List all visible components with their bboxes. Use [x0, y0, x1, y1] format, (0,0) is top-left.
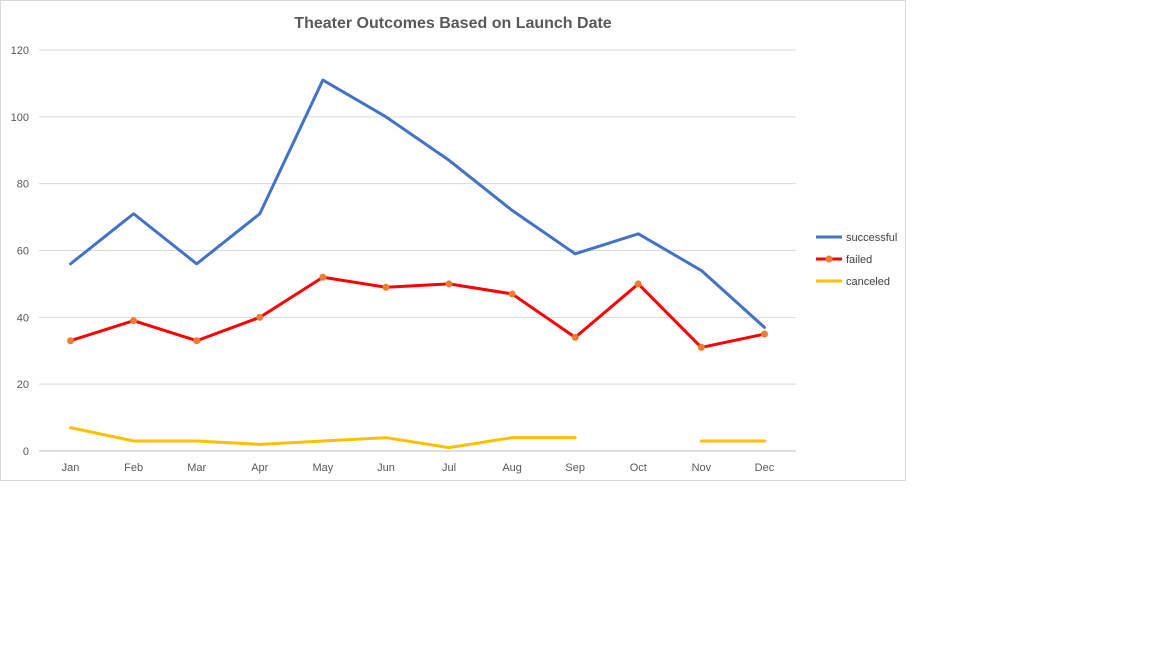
x-tick-label: Nov: [692, 462, 712, 474]
y-tick-label: 0: [23, 446, 29, 458]
data-point-failed: [319, 273, 327, 281]
series-line-canceled: [69, 426, 577, 450]
x-tick-label: Mar: [187, 462, 206, 474]
x-tick-label: Feb: [124, 462, 143, 474]
gridlines: [39, 49, 796, 452]
x-tick-label: Jun: [377, 462, 395, 474]
y-tick-label: 80: [17, 179, 29, 191]
data-point-failed: [760, 330, 768, 338]
legend-item-successful: successful: [816, 232, 897, 244]
data-point-failed: [382, 283, 390, 291]
data-point-failed: [193, 337, 201, 345]
data-point-failed: [256, 313, 264, 321]
chart-title: Theater Outcomes Based on Launch Date: [294, 15, 612, 32]
data-point-failed: [571, 333, 579, 341]
y-tick-label: 60: [17, 246, 29, 258]
y-tick-label: 40: [17, 312, 29, 324]
series-canceled: [69, 426, 766, 450]
legend-item-failed: failed: [816, 254, 872, 266]
x-tick-label: Jul: [442, 462, 456, 474]
x-tick-label: Oct: [630, 462, 647, 474]
x-tick-label: May: [312, 462, 333, 474]
chart-area: Theater Outcomes Based on Launch Date 0 2…: [0, 0, 906, 481]
x-tick-label: Sep: [565, 462, 585, 474]
series-successful: [69, 78, 766, 329]
legend-label: failed: [846, 254, 872, 266]
line-chart: Theater Outcomes Based on Launch Date 0 2…: [11, 15, 898, 474]
x-tick-label: Apr: [251, 462, 268, 474]
x-tick-label: Dec: [755, 462, 775, 474]
data-point-failed: [634, 280, 642, 288]
data-point-failed: [445, 280, 453, 288]
axes: 0 20 40 60 80 100 120 Jan Feb Mar Apr May Jun Jul Aug S…: [11, 45, 775, 474]
legend-label: successful: [846, 232, 897, 244]
y-tick-label: 120: [11, 45, 29, 57]
legend-label: canceled: [846, 276, 890, 288]
series-line-successful: [69, 78, 766, 329]
y-tick-label: 100: [11, 112, 29, 124]
data-point-failed: [130, 317, 138, 325]
legend-item-canceled: canceled: [816, 276, 890, 288]
series-line-failed: [69, 275, 766, 349]
data-point-failed: [67, 337, 75, 345]
legend: successful failed canceled: [816, 232, 897, 288]
x-tick-label: Aug: [502, 462, 522, 474]
y-tick-label: 20: [17, 379, 29, 391]
legend-marker: [825, 255, 833, 263]
x-tick-label: Jan: [62, 462, 80, 474]
data-point-failed: [508, 290, 516, 298]
series-failed: [67, 273, 768, 351]
data-point-failed: [697, 343, 705, 351]
series-lines: [67, 78, 768, 450]
